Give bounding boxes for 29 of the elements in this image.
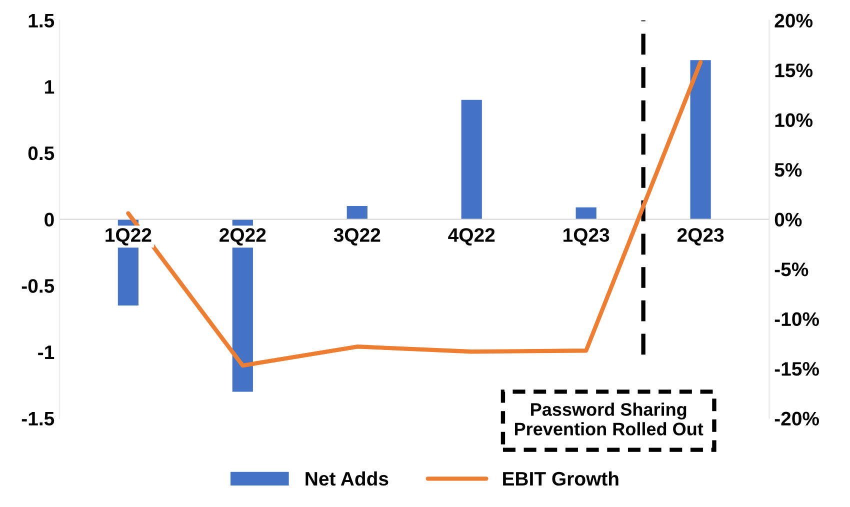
y-tick-label: 0.5 bbox=[28, 146, 54, 160]
y-tick-label: 1 bbox=[45, 80, 54, 94]
x-tick-label: 1Q23 bbox=[564, 228, 610, 246]
y2-tick-label: 10% bbox=[775, 113, 813, 128]
y-tick-label: -0.5 bbox=[22, 279, 54, 293]
y2-tick-label: 20% bbox=[774, 14, 813, 28]
bar bbox=[690, 60, 711, 220]
bar bbox=[576, 207, 596, 220]
y2-tick-label: -10% bbox=[774, 312, 819, 326]
y2-tick-label: 15% bbox=[775, 64, 813, 78]
y2-tick-label: 5% bbox=[774, 163, 802, 177]
y-tick-label: -1.5 bbox=[22, 412, 54, 426]
y2-tick-label: -15% bbox=[774, 362, 819, 376]
x-tick-label: 2Q23 bbox=[677, 228, 724, 246]
x-tick-label: 2Q22 bbox=[220, 228, 266, 246]
x-tick-label: 3Q22 bbox=[334, 228, 380, 246]
y2-tick-label: -5% bbox=[774, 262, 808, 276]
x-tick-label: 4Q22 bbox=[448, 228, 495, 246]
y-tick-label: -1 bbox=[38, 346, 54, 359]
bar bbox=[346, 206, 368, 220]
x-tick-label: 1Q22 bbox=[106, 228, 152, 246]
y2-tick-label: 0% bbox=[774, 212, 802, 227]
legend-label: Net Adds bbox=[306, 471, 388, 486]
annotation: Password Sharing Prevention Rolled Out bbox=[515, 402, 704, 436]
legend-label: EBIT Growth bbox=[503, 471, 618, 486]
y-tick-label: 1.5 bbox=[28, 14, 54, 28]
y2-tick-label: -20% bbox=[774, 412, 819, 426]
bar bbox=[461, 100, 482, 220]
y-tick-label: 0 bbox=[44, 212, 54, 227]
